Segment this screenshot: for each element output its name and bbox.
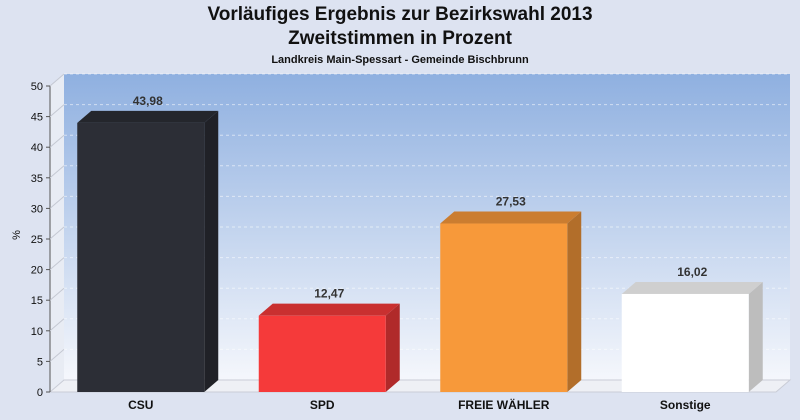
gridline-side — [49, 349, 65, 362]
gridline-side — [49, 257, 65, 270]
y-tick-label: 50 — [31, 81, 43, 93]
y-tick-label: 15 — [31, 295, 43, 307]
y-tick-label: 25 — [31, 234, 43, 246]
x-tick-label: FREIE WÄHLER — [458, 397, 550, 412]
bar-top — [258, 303, 400, 316]
gridline-side — [49, 165, 65, 179]
gridline-side — [49, 226, 65, 240]
y-tick-label: 45 — [31, 112, 43, 124]
y-tick-label: 5 — [37, 356, 43, 368]
gridline-side — [49, 134, 65, 148]
data-label: 12,47 — [314, 287, 344, 301]
x-tick-label: CSU — [128, 398, 153, 412]
data-labels: 43,98 12,47 27,53 16,02 — [133, 94, 708, 301]
y-tick-label: 10 — [31, 326, 43, 338]
y-tick-label: 0 — [37, 387, 43, 399]
bar-top — [440, 211, 582, 224]
y-tick-label: 20 — [31, 265, 43, 277]
y-tick-label: 30 — [31, 203, 43, 215]
bar-top — [621, 281, 763, 294]
bar — [77, 122, 205, 392]
y-tick-label: 35 — [31, 173, 43, 185]
x-tick-label: Sonstige — [660, 398, 711, 412]
bar-side — [748, 281, 763, 392]
chart-caption: Landkreis Main-Spessart - Gemeinde Bisch… — [271, 54, 529, 66]
data-label: 16,02 — [677, 265, 707, 279]
x-axis: CSU SPD FREIE WÄHLER Sonstige — [128, 397, 711, 412]
gridline-side — [49, 104, 65, 117]
bar — [440, 223, 568, 392]
x-tick-label: SPD — [310, 398, 335, 412]
bar — [621, 293, 749, 392]
chart-title: Vorläufiges Ergebnis zur Bezirkswahl 201… — [207, 4, 593, 25]
y-axis-label: % — [11, 230, 23, 240]
gridline-side — [49, 318, 65, 332]
bar-side — [567, 211, 582, 392]
bar-side — [385, 303, 400, 392]
gridline-side — [49, 287, 65, 301]
bar-top — [77, 110, 219, 123]
chart-subtitle: Zweitstimmen in Prozent — [288, 28, 512, 49]
gridline-side — [49, 196, 65, 209]
data-label: 43,98 — [133, 94, 163, 108]
bar — [258, 315, 386, 392]
bars — [77, 110, 763, 392]
y-tick-label: 40 — [31, 142, 43, 154]
bar-side — [204, 110, 219, 392]
data-label: 27,53 — [496, 195, 526, 209]
gridline-side — [49, 73, 65, 87]
